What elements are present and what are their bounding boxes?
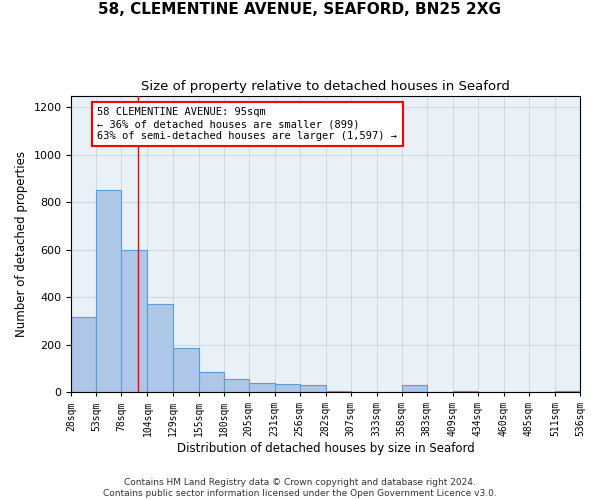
Bar [97, 190, 121, 392]
Bar [299, 385, 326, 392]
X-axis label: Distribution of detached houses by size in Seaford: Distribution of detached houses by size … [177, 442, 475, 455]
Bar [275, 384, 299, 392]
Bar [173, 348, 199, 392]
Bar [71, 318, 97, 392]
Text: 58, CLEMENTINE AVENUE, SEAFORD, BN25 2XG: 58, CLEMENTINE AVENUE, SEAFORD, BN25 2XG [98, 2, 502, 18]
Text: Contains HM Land Registry data © Crown copyright and database right 2024.
Contai: Contains HM Land Registry data © Crown c… [103, 478, 497, 498]
Bar [121, 250, 148, 392]
Y-axis label: Number of detached properties: Number of detached properties [15, 151, 28, 337]
Bar [248, 382, 275, 392]
Bar [555, 391, 580, 392]
Title: Size of property relative to detached houses in Seaford: Size of property relative to detached ho… [141, 80, 510, 93]
Text: 58 CLEMENTINE AVENUE: 95sqm
← 36% of detached houses are smaller (899)
63% of se: 58 CLEMENTINE AVENUE: 95sqm ← 36% of det… [97, 108, 397, 140]
Bar [148, 304, 173, 392]
Bar [402, 385, 427, 392]
Bar [453, 391, 478, 392]
Bar [326, 391, 351, 392]
Bar [199, 372, 224, 392]
Bar [224, 379, 248, 392]
